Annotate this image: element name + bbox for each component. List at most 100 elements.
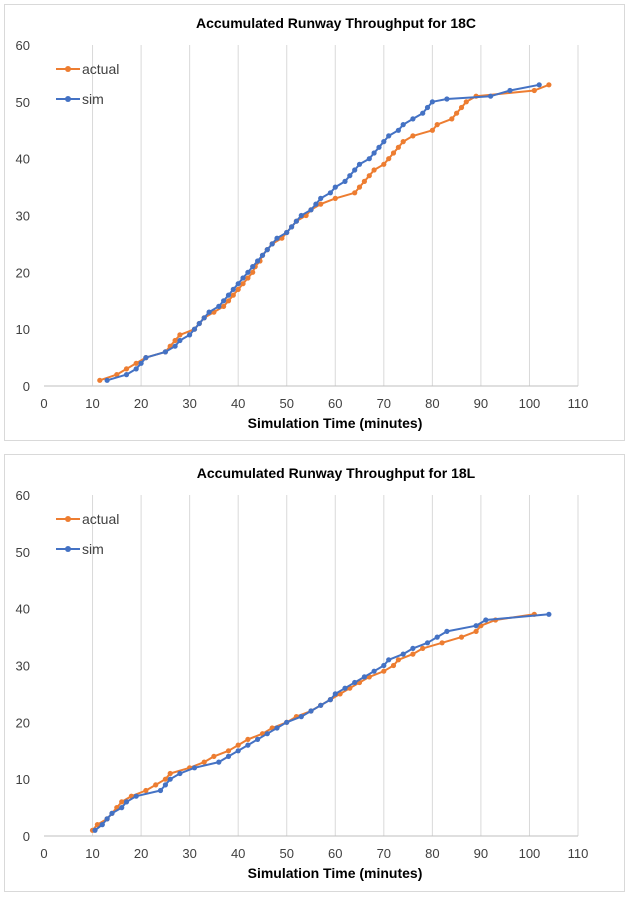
x-tick-label: 100 [519, 846, 541, 861]
data-point-sim [381, 662, 387, 669]
data-point-sim [342, 685, 348, 691]
data-point-sim [133, 366, 139, 372]
x-tick-label: 80 [425, 396, 439, 411]
x-tick-label: 80 [425, 846, 439, 861]
x-tick-label: 70 [377, 846, 391, 861]
chart-18l-panel: Accumulated Runway Throughput for 18L 0 10… [4, 454, 625, 892]
data-point-sim [395, 127, 401, 133]
data-point-actual [454, 110, 460, 116]
series-line-actual [91, 613, 535, 831]
data-point-actual [439, 640, 445, 646]
x-tick-label: 10 [85, 396, 99, 411]
data-point-actual [429, 127, 435, 133]
chart-title: Accumulated Runway Throughput for 18L [197, 465, 476, 481]
data-point-actual [97, 377, 103, 383]
data-point-actual [250, 269, 256, 275]
data-point-sim [225, 753, 232, 759]
data-point-actual [381, 161, 387, 167]
x-axis-label: Simulation Time (minutes) [248, 415, 423, 431]
data-point-sim [284, 719, 290, 725]
data-point-sim [177, 337, 183, 344]
data-point-sim [196, 320, 202, 327]
x-tick-label: 40 [231, 846, 245, 861]
data-point-actual [356, 184, 363, 190]
y-tick-label: 20 [16, 265, 30, 280]
data-point-sim [284, 229, 290, 236]
data-point-sim [546, 611, 552, 617]
y-tick-label: 10 [16, 322, 30, 337]
data-point-sim [191, 765, 198, 771]
y-tick-label: 30 [16, 659, 30, 674]
y-tick-label: 40 [16, 602, 30, 617]
data-point-actual [473, 628, 479, 634]
data-point-actual [546, 82, 552, 88]
data-point-sim [444, 628, 450, 634]
y-tick-label: 20 [16, 715, 30, 730]
data-point-actual [410, 651, 416, 657]
data-point-actual [463, 99, 469, 105]
data-point-sim [201, 315, 207, 321]
data-point-sim [327, 697, 333, 703]
x-tick-label: 50 [279, 396, 293, 411]
data-point-sim [424, 104, 431, 111]
legend-swatch-marker [65, 516, 71, 522]
data-point-actual [235, 286, 241, 292]
chart-18c-panel: Accumulated Runway Throughput for 18C 0 10… [4, 4, 625, 441]
data-point-sim [429, 99, 435, 105]
legend-label-actual: actual [82, 511, 119, 527]
data-point-sim [167, 776, 173, 782]
data-point-sim [371, 150, 377, 156]
data-point-sim [381, 139, 387, 145]
data-point-sim [318, 195, 324, 201]
data-point-actual [94, 822, 100, 828]
data-point-actual [361, 178, 367, 184]
data-point-sim [483, 617, 489, 623]
data-point-sim [332, 184, 338, 190]
data-point-sim [308, 207, 314, 213]
chart-title: Accumulated Runway Throughput for 18C [196, 15, 476, 31]
data-point-sim [138, 360, 144, 366]
data-point-sim [507, 87, 513, 94]
data-point-actual [114, 372, 120, 378]
x-tick-label: 90 [474, 396, 488, 411]
data-point-sim [410, 645, 416, 651]
series-line-sim [106, 83, 540, 382]
data-point-actual [162, 776, 168, 782]
x-tick-label: 30 [182, 396, 196, 411]
data-point-sim [410, 116, 416, 122]
x-tick-label: 20 [134, 846, 148, 861]
data-point-sim [332, 691, 338, 697]
legend-label-sim: sim [82, 91, 104, 107]
data-point-actual [221, 303, 227, 309]
data-point-sim [216, 759, 222, 765]
data-point-sim [361, 674, 367, 680]
data-point-actual [245, 275, 251, 281]
data-point-sim [386, 657, 392, 663]
data-point-actual [400, 139, 406, 145]
data-point-actual [143, 787, 149, 794]
data-point-actual [395, 657, 401, 663]
data-point-actual [366, 173, 372, 179]
x-tick-label: 30 [182, 846, 196, 861]
data-point-sim [298, 212, 304, 219]
data-point-sim [420, 110, 426, 116]
data-point-actual [390, 150, 397, 156]
data-point-sim [444, 96, 450, 102]
y-tick-label: 60 [16, 38, 30, 53]
data-point-actual [458, 634, 465, 640]
data-point-sim [352, 167, 358, 173]
y-tick-label: 10 [16, 772, 30, 787]
data-point-sim [269, 241, 275, 247]
data-point-sim [347, 173, 353, 179]
data-point-actual [371, 167, 377, 173]
data-point-sim [274, 235, 280, 241]
y-tick-label: 50 [16, 545, 30, 560]
data-point-sim [216, 303, 222, 309]
y-tick-label: 0 [23, 379, 30, 394]
legend-swatch-marker [65, 66, 71, 72]
data-point-sim [119, 805, 125, 811]
data-point-actual [410, 133, 416, 139]
data-point-actual [386, 156, 392, 162]
data-point-sim [400, 122, 406, 128]
data-point-sim [424, 640, 431, 646]
